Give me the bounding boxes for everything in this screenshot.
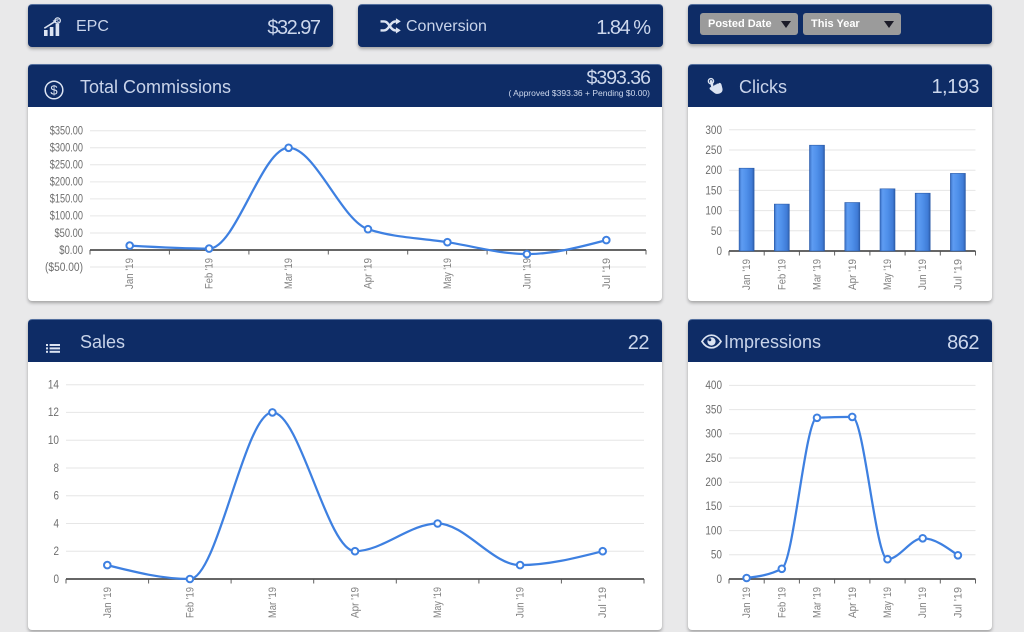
- svg-text:$200.00: $200.00: [50, 177, 83, 189]
- svg-text:May '19: May '19: [432, 587, 444, 618]
- svg-text:250: 250: [705, 451, 722, 465]
- svg-text:14: 14: [48, 378, 59, 392]
- svg-text:150: 150: [705, 499, 722, 513]
- svg-text:50: 50: [711, 224, 722, 238]
- svg-text:0: 0: [717, 572, 723, 586]
- svg-text:$350.00: $350.00: [50, 126, 83, 138]
- svg-text:Jan '19: Jan '19: [741, 587, 753, 618]
- svg-text:12: 12: [48, 405, 59, 419]
- svg-text:$: $: [56, 19, 59, 25]
- svg-text:400: 400: [705, 378, 722, 392]
- svg-text:0: 0: [717, 244, 723, 258]
- svg-text:Jul '19: Jul '19: [952, 259, 964, 290]
- svg-text:4: 4: [54, 516, 60, 530]
- svg-text:($50.00): ($50.00): [45, 262, 83, 274]
- svg-text:100: 100: [705, 523, 722, 537]
- svg-text:50: 50: [711, 548, 722, 562]
- svg-text:Mar '19: Mar '19: [812, 587, 824, 618]
- svg-text:Mar '19: Mar '19: [267, 587, 279, 618]
- svg-text:$0.00: $0.00: [59, 245, 83, 257]
- svg-text:10: 10: [48, 433, 59, 447]
- svg-text:$150.00: $150.00: [50, 194, 83, 206]
- svg-text:200: 200: [705, 475, 722, 489]
- svg-text:8: 8: [54, 461, 60, 475]
- svg-text:Jul '19: Jul '19: [952, 587, 964, 618]
- svg-text:$250.00: $250.00: [50, 160, 83, 172]
- svg-text:Apr '19: Apr '19: [847, 587, 859, 618]
- svg-text:May '19: May '19: [442, 258, 454, 289]
- svg-text:Feb '19: Feb '19: [776, 259, 788, 290]
- svg-text:Jul '19: Jul '19: [597, 587, 609, 618]
- svg-text:200: 200: [705, 163, 722, 177]
- svg-text:May '19: May '19: [882, 587, 894, 618]
- svg-text:May '19: May '19: [882, 259, 894, 290]
- svg-text:Jan '19: Jan '19: [102, 587, 114, 618]
- svg-text:Jan '19: Jan '19: [741, 259, 753, 290]
- svg-text:300: 300: [705, 123, 722, 137]
- svg-text:150: 150: [705, 183, 722, 197]
- svg-text:$: $: [50, 83, 58, 98]
- svg-text:$50.00: $50.00: [55, 228, 84, 240]
- svg-text:Feb '19: Feb '19: [184, 587, 196, 618]
- svg-text:6: 6: [54, 489, 60, 503]
- svg-text:Apr '19: Apr '19: [363, 258, 375, 289]
- svg-text:$100.00: $100.00: [50, 211, 83, 223]
- svg-text:Feb '19: Feb '19: [776, 587, 788, 618]
- svg-text:350: 350: [705, 402, 722, 416]
- svg-text:Mar '19: Mar '19: [283, 258, 295, 289]
- svg-text:2: 2: [54, 544, 60, 558]
- svg-text:300: 300: [705, 427, 722, 441]
- svg-text:250: 250: [705, 143, 722, 157]
- svg-text:Apr '19: Apr '19: [847, 259, 859, 290]
- svg-text:Apr '19: Apr '19: [350, 587, 362, 618]
- svg-text:Jun '19: Jun '19: [515, 587, 527, 618]
- svg-text:Mar '19: Mar '19: [812, 259, 824, 290]
- svg-text:Jun '19: Jun '19: [917, 587, 929, 618]
- svg-text:Jan '19: Jan '19: [124, 258, 136, 289]
- svg-text:Jun '19: Jun '19: [917, 259, 929, 290]
- svg-text:Jul '19: Jul '19: [601, 258, 613, 289]
- svg-text:100: 100: [705, 204, 722, 218]
- svg-text:Feb '19: Feb '19: [204, 258, 216, 289]
- svg-text:0: 0: [54, 572, 60, 586]
- svg-text:$300.00: $300.00: [50, 143, 83, 155]
- svg-text:Jun '19: Jun '19: [521, 258, 533, 289]
